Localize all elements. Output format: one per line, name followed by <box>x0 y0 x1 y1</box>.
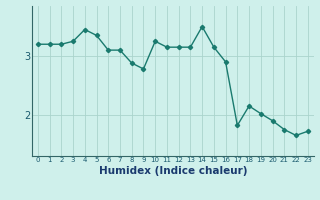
X-axis label: Humidex (Indice chaleur): Humidex (Indice chaleur) <box>99 166 247 176</box>
